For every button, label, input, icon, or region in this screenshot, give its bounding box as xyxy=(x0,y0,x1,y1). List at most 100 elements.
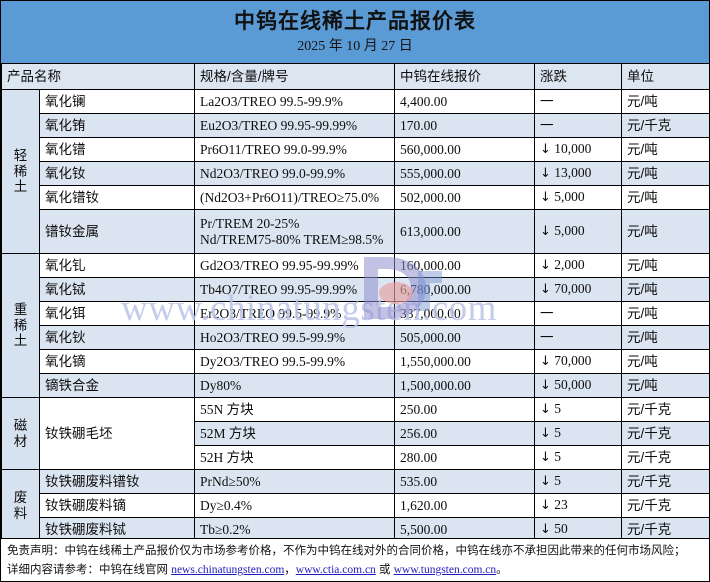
no-change-dash-icon: 一 xyxy=(540,117,554,133)
arrow-down-icon: ↓ xyxy=(540,190,551,206)
change-cell: ↓ 70,000 xyxy=(534,277,622,302)
arrow-down-icon: ↓ xyxy=(540,378,551,394)
table-row: 52H 方块 280.00 ↓ 5 元/千克 xyxy=(2,445,709,470)
product-name-cell: 氧化镧 xyxy=(39,89,195,114)
price-cell: 6,780,000.00 xyxy=(394,277,535,302)
col-header-price: 中钨在线报价 xyxy=(394,63,535,90)
no-change-dash-icon: 一 xyxy=(540,305,554,321)
product-name-cell: 氧化钆 xyxy=(39,253,195,278)
spec-cell: (Nd2O3+Pr6O11)/TREO≥75.0% xyxy=(194,185,395,210)
spec-cell: Pr6O11/TREO 99.0-99.9% xyxy=(194,137,395,162)
table-row: 磁 材钕铁硼毛坯 55N 方块 250.00 ↓ 5 元/千克 xyxy=(1,397,709,470)
product-name-cell: 氧化钬 xyxy=(39,325,195,350)
change-cell: 一 xyxy=(534,325,622,350)
arrow-down-icon: ↓ xyxy=(540,224,551,240)
change-cell: 一 xyxy=(534,113,622,138)
category-cell: 废 料 xyxy=(1,469,40,542)
page-title: 中钨在线稀土产品报价表 xyxy=(234,9,476,33)
product-name-cell: 氧化铽 xyxy=(39,277,195,302)
table-row: 氧化铽 Tb4O7/TREO 99.95-99.99% 6,780,000.00 ↓ … xyxy=(2,277,709,302)
product-name-cell: 镨钕金属 xyxy=(39,209,195,254)
unit-cell: 元/吨 xyxy=(621,325,709,350)
unit-cell: 元/千克 xyxy=(621,445,709,470)
table-row: 氧化钬 Ho2O3/TREO 99.5-99.9% 505,000.00 一 元/吨 xyxy=(2,325,709,350)
price-cell: 337,000.00 xyxy=(394,301,535,326)
change-cell: ↓ 10,000 xyxy=(534,137,622,162)
unit-cell: 元/吨 xyxy=(621,209,709,254)
sep-2: 或 xyxy=(375,563,394,576)
spec-cell: Er2O3/TREO 99.5-99.9% xyxy=(194,301,395,326)
change-cell: ↓ 5 xyxy=(534,421,622,446)
change-cell: ↓ 5 xyxy=(534,469,622,494)
spec-cell: 52M 方块 xyxy=(194,421,395,446)
unit-cell: 元/吨 xyxy=(621,349,709,374)
spec-cell: Dy2O3/TREO 99.5-99.9% xyxy=(194,349,395,374)
product-name-cell: 氧化钕 xyxy=(39,161,195,186)
change-cell: ↓ 23 xyxy=(534,493,622,518)
disclaimer-line-1: 免责声明：中钨在线稀土产品报价仅为市场参考价格，不作为中钨在线对外的合同价格，中… xyxy=(7,545,686,557)
header-row: 产品名称 规格/含量/牌号 中钨在线报价 涨跌 单位 xyxy=(1,63,709,90)
table-row: 重 稀 土氧化钆 Gd2O3/TREO 99.95-99.99% 160,000.0… xyxy=(1,253,709,398)
unit-cell: 元/千克 xyxy=(621,113,709,138)
price-cell: 555,000.00 xyxy=(394,161,535,186)
unit-cell: 元/吨 xyxy=(621,89,709,114)
spec-cell: 55N 方块 xyxy=(194,397,395,422)
col-header-change: 涨跌 xyxy=(534,63,622,90)
arrow-down-icon: ↓ xyxy=(540,166,551,182)
table-row: 氧化铒 Er2O3/TREO 99.5-99.9% 337,000.00 一 元/吨 xyxy=(2,301,709,326)
change-cell: ↓ 50 xyxy=(534,517,622,542)
arrow-down-icon: ↓ xyxy=(540,142,551,158)
price-cell: 250.00 xyxy=(394,397,535,422)
price-cell: 505,000.00 xyxy=(394,325,535,350)
table-row: 氧化镨 Pr6O11/TREO 99.0-99.9% 560,000.00 ↓ 10,… xyxy=(2,137,709,162)
price-cell: 613,000.00 xyxy=(394,209,535,254)
unit-cell: 元/千克 xyxy=(621,397,709,422)
link-news-chinatungsten[interactable]: news.chinatungsten.com xyxy=(171,563,285,576)
spec-cell: Dy≥0.4% xyxy=(194,493,395,518)
price-cell: 502,000.00 xyxy=(394,185,535,210)
no-change-dash-icon: 一 xyxy=(540,93,554,109)
price-cell: 535.00 xyxy=(394,469,535,494)
table-row: 镝铁合金 Dy80% 1,500,000.00 ↓ 50,000 元/吨 xyxy=(2,373,709,398)
disclaimer-line-2: 详细内容请参考：中钨在线官网 news.chinatungsten.com，ww… xyxy=(7,561,703,580)
spec-cell: Tb≥0.2% xyxy=(194,517,395,542)
rare-earth-quote-table: 产品名称 规格/含量/牌号 中钨在线报价 涨跌 单位 轻 稀 土氧化镧 La2O3… xyxy=(1,63,709,542)
arrow-down-icon: ↓ xyxy=(540,522,551,538)
unit-cell: 元/吨 xyxy=(621,253,709,278)
product-name-cell: 氧化镨 xyxy=(39,137,195,162)
price-cell: 1,620.00 xyxy=(394,493,535,518)
change-cell: ↓ 5,000 xyxy=(534,185,622,210)
product-name-cell: 氧化镝 xyxy=(39,349,195,374)
link-ctia[interactable]: www.ctia.com.cn xyxy=(295,563,376,576)
price-cell: 170.00 xyxy=(394,113,535,138)
product-name-cell: 氧化镨钕 xyxy=(39,185,195,210)
disclaimer-line-2-prefix: 详细内容请参考：中钨在线官网 xyxy=(7,563,172,576)
arrow-down-icon: ↓ xyxy=(540,354,551,370)
table-row: 氧化钕 Nd2O3/TREO 99.0-99.9% 555,000.00 ↓ 13,0… xyxy=(2,161,709,186)
arrow-down-icon: ↓ xyxy=(540,402,551,418)
unit-cell: 元/吨 xyxy=(621,137,709,162)
title-banner: 中钨在线稀土产品报价表 2025 年 10 月 27 日 xyxy=(1,1,709,63)
unit-cell: 元/千克 xyxy=(621,493,709,518)
product-name-cell: 氧化铒 xyxy=(39,301,195,326)
table-row: 氧化镝 Dy2O3/TREO 99.5-99.9% 1,550,000.00 ↓ 70… xyxy=(2,349,709,374)
category-cell: 磁 材 xyxy=(1,397,40,470)
price-cell: 160,000.00 xyxy=(394,253,535,278)
price-cell: 256.00 xyxy=(394,421,535,446)
link-tungsten[interactable]: www.tungsten.com.cn xyxy=(393,563,497,576)
unit-cell: 元/吨 xyxy=(621,185,709,210)
product-name-cell: 镝铁合金 xyxy=(39,373,195,398)
change-cell: ↓ 13,000 xyxy=(534,161,622,186)
price-cell: 560,000.00 xyxy=(394,137,535,162)
unit-cell: 元/吨 xyxy=(621,301,709,326)
spec-cell: Tb4O7/TREO 99.95-99.99% xyxy=(194,277,395,302)
unit-cell: 元/千克 xyxy=(621,421,709,446)
change-cell: ↓ 5,000 xyxy=(534,209,622,254)
spec-cell: Eu2O3/TREO 99.95-99.99% xyxy=(194,113,395,138)
arrow-down-icon: ↓ xyxy=(540,498,551,514)
spec-cell: 52H 方块 xyxy=(194,445,395,470)
price-cell: 5,500.00 xyxy=(394,517,535,542)
table-row: 氧化镨钕 (Nd2O3+Pr6O11)/TREO≥75.0% 502,000.00 ↓… xyxy=(2,185,709,210)
price-cell: 1,550,000.00 xyxy=(394,349,535,374)
